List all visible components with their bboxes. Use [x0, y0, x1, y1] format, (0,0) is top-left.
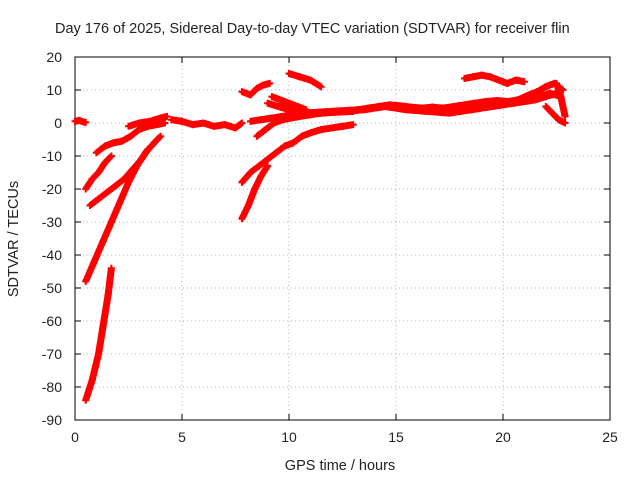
data-point [264, 162, 272, 170]
x-tick-label: 0 [71, 429, 79, 445]
y-axis-label: SDTVAR / TECUs [6, 181, 22, 297]
data-point [163, 112, 171, 120]
data-track [71, 116, 90, 126]
data-point [106, 153, 114, 161]
y-axis-ticks: 20 10 0 -10 -20 -30 -40 -50 -60 -70 -80 -90 [42, 49, 610, 428]
y-tick-label: -70 [42, 346, 62, 362]
data-point [238, 119, 246, 127]
data-track [238, 79, 274, 99]
y-tick-label: 0 [54, 115, 62, 131]
data-point [561, 119, 569, 127]
data-point [520, 78, 528, 86]
y-tick-label: -20 [42, 181, 62, 197]
x-tick-label: 20 [495, 429, 511, 445]
data-track [82, 132, 165, 285]
x-axis-ticks: 0 5 10 15 20 25 [71, 57, 618, 445]
data-track [542, 103, 569, 127]
y-tick-label: -40 [42, 247, 62, 263]
data-points [71, 70, 569, 404]
y-tick-label: 10 [46, 82, 62, 98]
data-point [82, 118, 90, 126]
data-track [238, 121, 357, 186]
x-tick-label: 15 [388, 429, 404, 445]
y-tick-label: -50 [42, 280, 62, 296]
data-track [238, 162, 272, 223]
data-point [161, 119, 169, 127]
data-point [107, 264, 115, 272]
data-point [107, 152, 115, 160]
data-point [156, 133, 164, 141]
data-point [144, 145, 152, 153]
data-point [317, 83, 325, 91]
chart-title: Day 176 of 2025, Sidereal Day-to-day VTE… [55, 21, 570, 37]
data-track [167, 116, 246, 132]
data-track [82, 152, 115, 193]
data-point [266, 79, 274, 87]
data-track [553, 79, 569, 120]
data-point [157, 132, 165, 140]
data-track [82, 264, 115, 404]
x-tick-label: 25 [602, 429, 618, 445]
y-tick-label: -10 [42, 148, 62, 164]
x-tick-label: 10 [281, 429, 297, 445]
x-axis-label: GPS time / hours [285, 458, 395, 474]
data-track [460, 71, 528, 87]
y-tick-label: 20 [46, 49, 62, 65]
data-track [86, 145, 152, 209]
y-tick-label: -30 [42, 214, 62, 230]
data-track [268, 93, 310, 114]
data-track [296, 89, 560, 119]
x-tick-label: 5 [178, 429, 186, 445]
y-tick-label: -60 [42, 313, 62, 329]
data-track [125, 112, 171, 130]
data-point [349, 121, 357, 129]
data-point [561, 112, 569, 120]
y-tick-label: -80 [42, 379, 62, 395]
plot-frame [74, 56, 611, 421]
data-track [285, 70, 325, 91]
y-tick-label: -90 [42, 412, 62, 428]
